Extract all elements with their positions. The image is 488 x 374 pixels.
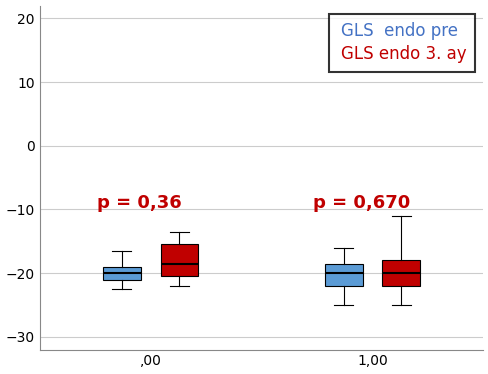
Text: p = 0,670: p = 0,670: [312, 194, 409, 212]
PathPatch shape: [102, 267, 141, 279]
Legend: GLS  endo pre, GLS endo 3. ay: GLS endo pre, GLS endo 3. ay: [329, 14, 474, 71]
PathPatch shape: [382, 260, 419, 286]
PathPatch shape: [324, 264, 362, 286]
Text: p = 0,36: p = 0,36: [97, 194, 182, 212]
PathPatch shape: [160, 245, 198, 276]
